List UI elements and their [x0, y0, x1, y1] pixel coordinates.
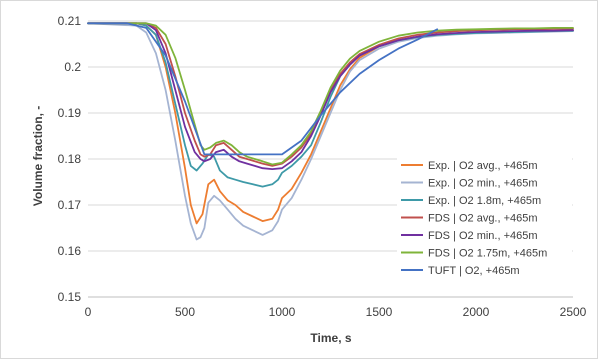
series-line: [87, 22, 574, 167]
legend-label: FDS | O2 min., +465m: [428, 230, 538, 242]
x-tick-label: 2000: [463, 305, 490, 319]
series-lines: [87, 22, 574, 241]
tick-labels: 0.15 0.16 0.17 0.18 0.19 0.2 0.21 0 500 1000 1500 2…: [58, 14, 587, 319]
y-tick-label: 0.21: [58, 14, 82, 28]
y-tick-label: 0.15: [58, 290, 82, 304]
series-line: [87, 22, 574, 171]
x-tick-label: 1000: [269, 305, 296, 319]
x-tick-label: 2500: [560, 305, 587, 319]
y-tick-label: 0.19: [58, 106, 82, 120]
x-tick-label: 1500: [366, 305, 393, 319]
y-tick-label: 0.17: [58, 198, 82, 212]
y-tick-label: 0.2: [64, 60, 81, 74]
y-tick-label: 0.18: [58, 152, 82, 166]
legend: Exp. | O2 avg., +465m Exp. | O2 min., +46…: [397, 155, 572, 282]
x-tick-label: 500: [175, 305, 195, 319]
legend-label: TUFT | O2, +465m: [428, 265, 520, 277]
legend-label: Exp. | O2 1.8m, +465m: [428, 195, 541, 207]
series-line: [87, 22, 439, 156]
legend-label: FDS | O2 avg., +465m: [428, 213, 538, 225]
x-tick-label: 0: [85, 305, 92, 319]
series-line: [87, 22, 574, 166]
legend-background: [397, 155, 572, 282]
legend-label: Exp. | O2 avg., +465m: [428, 160, 538, 172]
y-tick-label: 0.16: [58, 244, 82, 258]
x-axis-label: Time, s: [310, 331, 351, 345]
y-axis-label: Volume fraction, -: [31, 106, 45, 206]
legend-label: Exp. | O2 min., +465m: [428, 178, 538, 190]
legend-label: FDS | O2 1.75m, +465m: [428, 248, 547, 260]
